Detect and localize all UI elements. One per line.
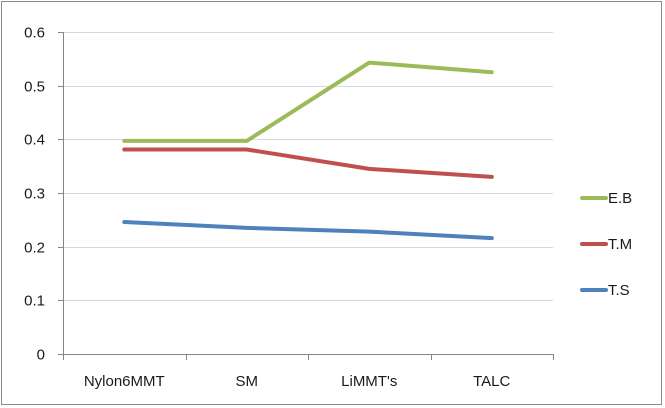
legend: E.B T.M T.S — [580, 190, 632, 299]
y-tick-label: 0.4 — [24, 132, 45, 149]
y-tick-label: 0.1 — [24, 293, 45, 310]
x-tick-label: TALC — [473, 373, 510, 390]
legend-label: T.M — [608, 236, 632, 253]
x-tick-label: Nylon6MMT — [84, 373, 165, 390]
series-line-t-s — [122, 220, 494, 241]
series-line-e-b — [122, 60, 494, 143]
y-tick-labels: 0 0.1 0.2 0.3 0.4 0.5 0.6 — [24, 25, 45, 364]
legend-label: T.S — [608, 282, 630, 299]
series-line-t-m — [122, 147, 494, 179]
x-tick-labels: Nylon6MMT SM LiMMT's TALC — [84, 373, 511, 390]
y-tick-label: 0 — [37, 347, 45, 364]
axes — [58, 32, 554, 360]
legend-label: E.B — [608, 190, 632, 207]
x-tick-label: LiMMT's — [341, 373, 397, 390]
x-tick-label: SM — [236, 373, 259, 390]
y-tick-label: 0.3 — [24, 186, 45, 203]
y-tick-label: 0.6 — [24, 25, 45, 42]
y-tick-label: 0.2 — [24, 240, 45, 257]
y-tick-label: 0.5 — [24, 79, 45, 96]
series-lines — [122, 60, 494, 241]
